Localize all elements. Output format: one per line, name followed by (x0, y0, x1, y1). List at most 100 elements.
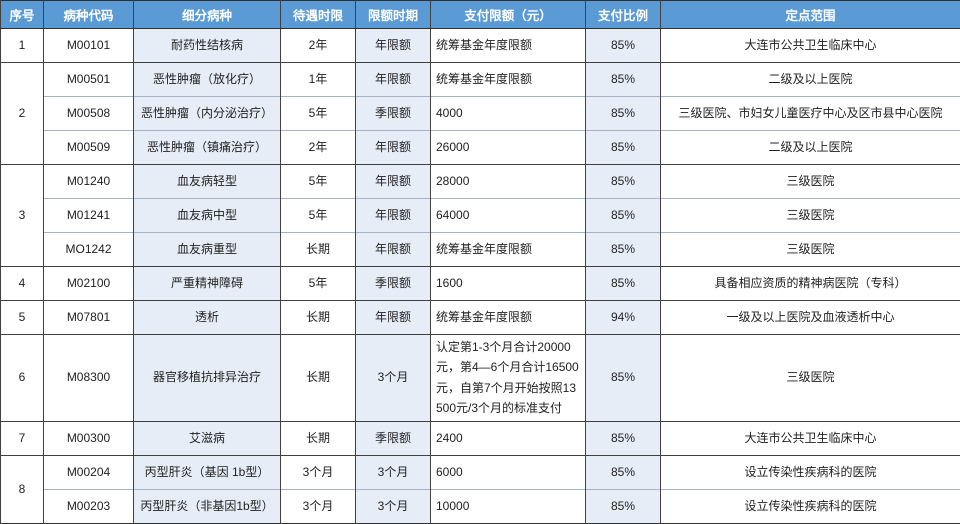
cell-duration: 5年 (281, 267, 356, 301)
cell-period: 年限额 (356, 29, 431, 63)
cell-ratio: 85% (586, 97, 661, 131)
cell-period: 年限额 (356, 199, 431, 233)
cell-disease: 血友病重型 (134, 233, 281, 267)
cell-ratio: 85% (586, 165, 661, 199)
cell-duration: 3个月 (281, 455, 356, 489)
cell-limit: 6000 (431, 455, 586, 489)
cell-code: M00300 (44, 421, 134, 455)
table-row: 4 M02100 严重精神障碍 5年 季限额 1600 85% 具备相应资质的精… (1, 267, 960, 301)
col-header-disease-code: 病种代码 (44, 1, 134, 29)
cell-duration: 2年 (281, 131, 356, 165)
cell-duration: 长期 (281, 301, 356, 335)
cell-period: 年限额 (356, 233, 431, 267)
cell-disease: 恶性肿瘤（放化疗） (134, 63, 281, 97)
cell-disease: 丙型肝炎（非基因1b型） (134, 489, 281, 523)
cell-code: M01240 (44, 165, 134, 199)
cell-disease: 透析 (134, 301, 281, 335)
table-row: 5 M07801 透析 长期 年限额 统筹基金年度限额 94% 一级及以上医院及… (1, 301, 960, 335)
cell-disease: 器官移植抗排异治疗 (134, 335, 281, 422)
cell-period: 季限额 (356, 421, 431, 455)
cell-disease: 血友病中型 (134, 199, 281, 233)
cell-scope: 三级医院 (661, 233, 960, 267)
col-header-disease-name: 细分病种 (134, 1, 281, 29)
cell-period: 3个月 (356, 455, 431, 489)
cell-limit: 1600 (431, 267, 586, 301)
cell-limit: 统筹基金年度限额 (431, 301, 586, 335)
col-header-benefit-duration: 待遇时限 (281, 1, 356, 29)
cell-scope: 二级及以上医院 (661, 63, 960, 97)
cell-ratio: 85% (586, 63, 661, 97)
cell-serial: 3 (1, 165, 44, 267)
table-row: 3 M01240 血友病轻型 5年 年限额 28000 85% 三级医院 (1, 165, 960, 199)
disease-benefits-table-container: 序号 病种代码 细分病种 待遇时限 限额时期 支付限额（元） 支付比例 定点范围… (0, 0, 960, 458)
cell-duration: 5年 (281, 199, 356, 233)
cell-ratio: 85% (586, 455, 661, 489)
col-header-payment-limit: 支付限额（元） (431, 1, 586, 29)
col-header-serial: 序号 (1, 1, 44, 29)
cell-duration: 长期 (281, 233, 356, 267)
cell-disease: 耐药性结核病 (134, 29, 281, 63)
cell-duration: 3个月 (281, 489, 356, 523)
table-row: M00508 恶性肿瘤（内分泌治疗） 5年 季限额 4000 85% 三级医院、… (1, 97, 960, 131)
cell-ratio: 85% (586, 267, 661, 301)
cell-disease: 丙型肝炎（基因 1b型） (134, 455, 281, 489)
cell-ratio: 85% (586, 335, 661, 422)
cell-disease: 严重精神障碍 (134, 267, 281, 301)
cell-ratio: 85% (586, 233, 661, 267)
cell-limit: 10000 (431, 489, 586, 523)
table-row: 8 M00204 丙型肝炎（基因 1b型） 3个月 3个月 6000 85% 设… (1, 455, 960, 489)
cell-code: M00101 (44, 29, 134, 63)
table-row: 6 M08300 器官移植抗排异治疗 长期 3个月 认定第1-3个月合计2000… (1, 335, 960, 422)
cell-duration: 5年 (281, 165, 356, 199)
cell-ratio: 85% (586, 29, 661, 63)
col-header-designated-scope: 定点范围 (661, 1, 960, 29)
header-row: 序号 病种代码 细分病种 待遇时限 限额时期 支付限额（元） 支付比例 定点范围 (1, 1, 960, 29)
cell-disease: 血友病轻型 (134, 165, 281, 199)
cell-code: M01241 (44, 199, 134, 233)
cell-scope: 设立传染性疾病科的医院 (661, 489, 960, 523)
cell-ratio: 85% (586, 421, 661, 455)
cell-duration: 长期 (281, 421, 356, 455)
cell-period: 年限额 (356, 63, 431, 97)
col-header-limit-period: 限额时期 (356, 1, 431, 29)
cell-duration: 5年 (281, 97, 356, 131)
cell-scope: 设立传染性疾病科的医院 (661, 455, 960, 489)
cell-scope: 三级医院、市妇女儿童医疗中心及区市县中心医院 (661, 97, 960, 131)
table-row: M00509 恶性肿瘤（镇痛治疗） 2年 年限额 26000 85% 二级及以上… (1, 131, 960, 165)
cell-code: M02100 (44, 267, 134, 301)
cell-period: 年限额 (356, 301, 431, 335)
cell-scope: 具备相应资质的精神病医院（专科） (661, 267, 960, 301)
cell-duration: 2年 (281, 29, 356, 63)
cell-code: M00508 (44, 97, 134, 131)
table-row: MO1242 血友病重型 长期 年限额 统筹基金年度限额 85% 三级医院 (1, 233, 960, 267)
cell-scope: 一级及以上医院及血液透析中心 (661, 301, 960, 335)
table-row: 7 M00300 艾滋病 长期 季限额 2400 85% 大连市公共卫生临床中心 (1, 421, 960, 455)
table-row: M00203 丙型肝炎（非基因1b型） 3个月 3个月 10000 85% 设立… (1, 489, 960, 523)
cell-period: 季限额 (356, 267, 431, 301)
cell-scope: 大连市公共卫生临床中心 (661, 421, 960, 455)
cell-limit: 统筹基金年度限额 (431, 29, 586, 63)
cell-scope: 三级医院 (661, 199, 960, 233)
cell-serial: 8 (1, 455, 44, 523)
cell-period: 3个月 (356, 489, 431, 523)
cell-period: 季限额 (356, 97, 431, 131)
cell-disease: 恶性肿瘤（镇痛治疗） (134, 131, 281, 165)
cell-limit: 2400 (431, 421, 586, 455)
cell-duration: 1年 (281, 63, 356, 97)
col-header-payment-ratio: 支付比例 (586, 1, 661, 29)
cell-serial: 2 (1, 63, 44, 165)
cell-scope: 大连市公共卫生临床中心 (661, 29, 960, 63)
cell-limit: 统筹基金年度限额 (431, 233, 586, 267)
cell-serial: 1 (1, 29, 44, 63)
cell-duration: 长期 (281, 335, 356, 422)
cell-disease: 艾滋病 (134, 421, 281, 455)
cell-period: 年限额 (356, 165, 431, 199)
cell-limit: 统筹基金年度限额 (431, 63, 586, 97)
cell-limit: 28000 (431, 165, 586, 199)
cell-code: M00204 (44, 455, 134, 489)
cell-ratio: 85% (586, 199, 661, 233)
table-row: M01241 血友病中型 5年 年限额 64000 85% 三级医院 (1, 199, 960, 233)
cell-code: M08300 (44, 335, 134, 422)
cell-scope: 二级及以上医院 (661, 131, 960, 165)
cell-ratio: 85% (586, 131, 661, 165)
